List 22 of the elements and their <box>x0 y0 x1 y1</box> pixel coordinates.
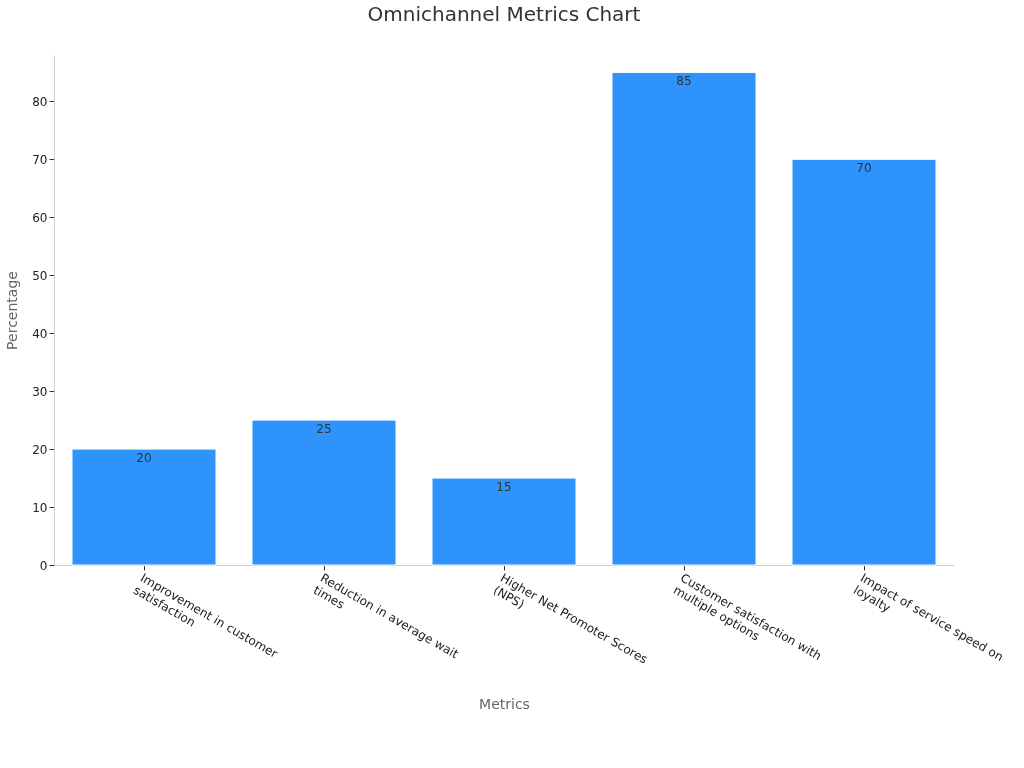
y-tick-label: 60 <box>32 210 48 225</box>
data-label: 85 <box>676 74 692 89</box>
y-axis-title: Percentage <box>4 271 21 350</box>
bar <box>71 448 217 566</box>
bar <box>791 158 937 566</box>
y-tick-label: 40 <box>32 326 48 341</box>
y-tick-label: 80 <box>32 94 48 109</box>
y-tick-label: 0 <box>39 558 48 573</box>
y-tick-label: 20 <box>32 442 48 457</box>
bar <box>251 419 397 566</box>
data-label: 20 <box>136 451 152 466</box>
data-label: 15 <box>496 480 512 495</box>
x-axis-title: Metrics <box>479 695 530 712</box>
y-tick-label: 30 <box>32 384 48 399</box>
y-tick-label: 10 <box>32 500 48 515</box>
y-tick-label: 70 <box>32 152 48 167</box>
data-label: 25 <box>316 422 332 437</box>
y-tick-label: 50 <box>32 268 48 283</box>
chart-title: Omnichannel Metrics Chart <box>367 2 641 26</box>
bar <box>611 71 757 566</box>
data-label: 70 <box>856 161 872 176</box>
bar <box>431 477 577 566</box>
